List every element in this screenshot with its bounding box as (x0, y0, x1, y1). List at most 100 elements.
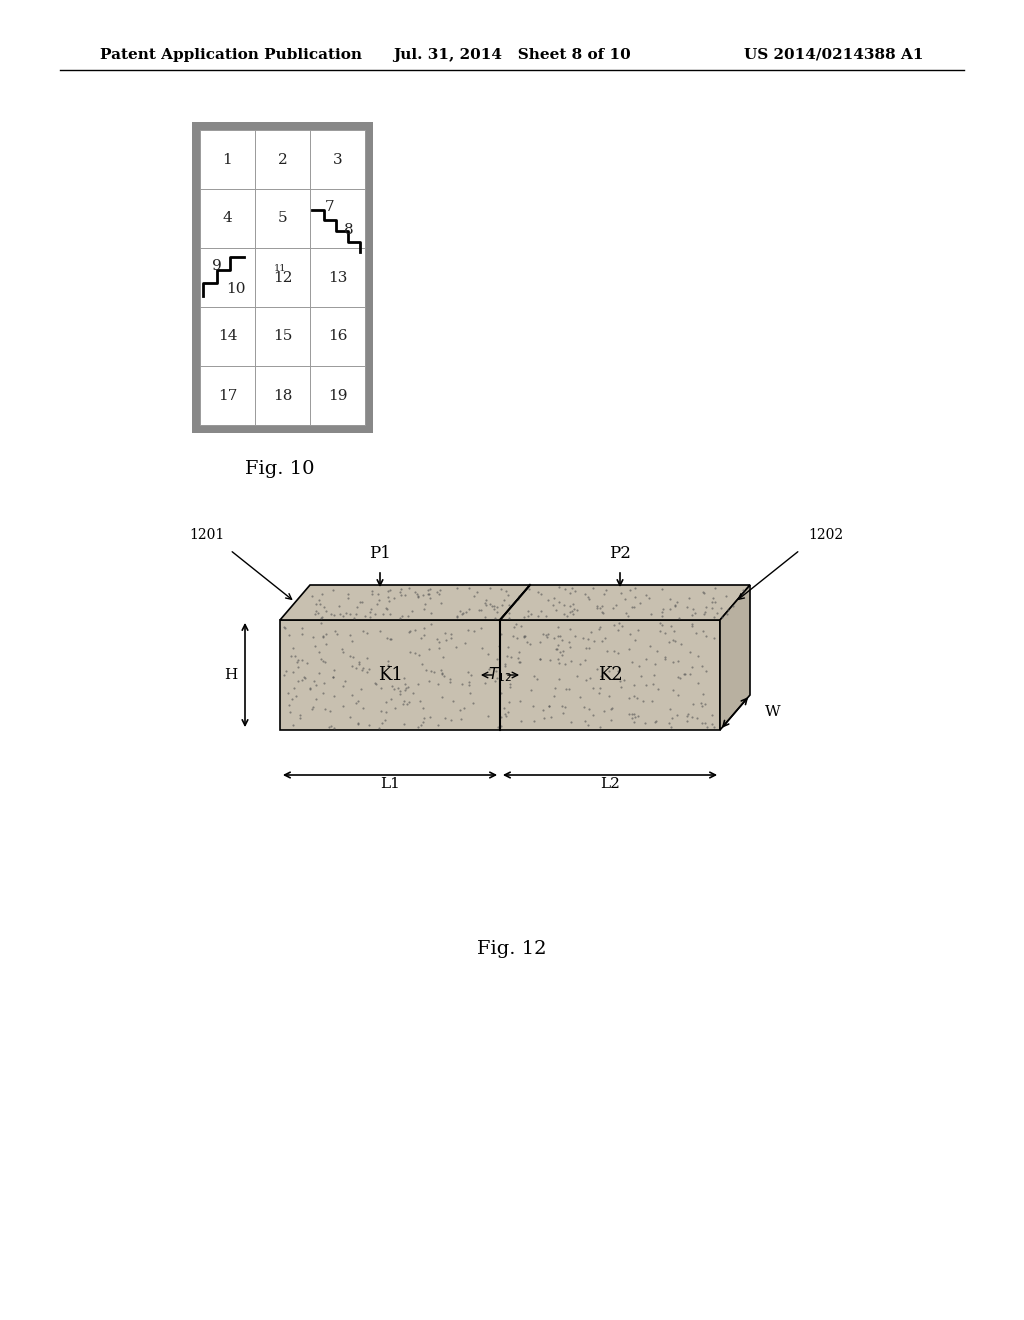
Point (690, 645, 707, 667)
Point (604, 698, 621, 719)
Text: Fig. 10: Fig. 10 (246, 459, 314, 478)
Point (339, 583, 355, 605)
Point (696, 694, 713, 715)
Point (550, 591, 566, 612)
Text: K2: K2 (598, 667, 623, 684)
Point (564, 593, 581, 614)
Point (348, 692, 365, 713)
Point (534, 583, 550, 605)
Point (516, 606, 532, 627)
Point (304, 586, 321, 607)
Text: 16: 16 (328, 330, 347, 343)
Point (547, 677, 563, 698)
Point (557, 578, 573, 599)
Point (431, 579, 447, 601)
Point (401, 622, 418, 643)
Point (351, 652, 368, 673)
Point (498, 705, 514, 726)
Point (402, 620, 419, 642)
Point (314, 626, 331, 647)
Point (611, 671, 628, 692)
Point (415, 711, 431, 733)
Point (555, 603, 571, 624)
Point (396, 713, 413, 734)
Point (489, 715, 506, 737)
Point (648, 710, 665, 731)
Point (682, 642, 698, 663)
Point (571, 653, 588, 675)
Point (332, 603, 348, 624)
Point (568, 599, 585, 620)
Point (306, 603, 323, 624)
Point (630, 706, 646, 727)
Point (460, 661, 476, 682)
Point (339, 587, 355, 609)
Text: W: W (765, 705, 780, 719)
Point (684, 614, 700, 635)
Point (540, 589, 556, 610)
Point (562, 582, 579, 603)
Point (660, 632, 677, 653)
Polygon shape (500, 620, 720, 730)
Text: 17: 17 (218, 388, 238, 403)
Point (531, 631, 548, 652)
Text: P1: P1 (369, 545, 391, 562)
Point (653, 614, 670, 635)
Point (516, 624, 532, 645)
Point (569, 665, 586, 686)
Point (667, 594, 683, 615)
Point (379, 655, 395, 676)
Point (612, 676, 629, 697)
Point (667, 631, 683, 652)
Point (377, 709, 393, 730)
Point (380, 581, 396, 602)
Point (555, 640, 571, 661)
Point (345, 607, 361, 628)
Point (351, 653, 368, 675)
Point (307, 593, 324, 614)
Point (709, 603, 725, 624)
Point (545, 595, 561, 616)
Point (409, 583, 425, 605)
Point (479, 706, 496, 727)
Point (623, 579, 639, 601)
Point (512, 651, 528, 672)
Point (535, 623, 551, 644)
Point (337, 671, 353, 692)
Point (705, 598, 721, 619)
Point (359, 648, 376, 669)
Point (469, 581, 485, 602)
Point (434, 686, 451, 708)
Point (554, 630, 570, 651)
Point (525, 665, 542, 686)
Point (550, 616, 566, 638)
Point (476, 593, 493, 614)
Point (521, 634, 538, 655)
Point (301, 678, 317, 700)
Point (684, 615, 700, 636)
Text: 14: 14 (218, 330, 238, 343)
Point (278, 660, 294, 681)
Point (502, 676, 518, 697)
Point (415, 697, 431, 718)
Point (596, 583, 612, 605)
Point (672, 667, 688, 688)
Point (682, 664, 698, 685)
Point (546, 628, 562, 649)
Point (502, 607, 518, 628)
Point (374, 711, 390, 733)
Point (380, 651, 396, 672)
Point (496, 590, 512, 611)
Point (662, 698, 678, 719)
Point (616, 589, 633, 610)
Point (418, 660, 434, 681)
Point (466, 586, 482, 607)
Point (561, 678, 578, 700)
Point (488, 602, 505, 623)
Point (530, 581, 547, 602)
Point (512, 690, 528, 711)
Point (693, 655, 710, 676)
Text: 4: 4 (222, 211, 232, 226)
Point (510, 647, 526, 668)
Point (594, 631, 610, 652)
